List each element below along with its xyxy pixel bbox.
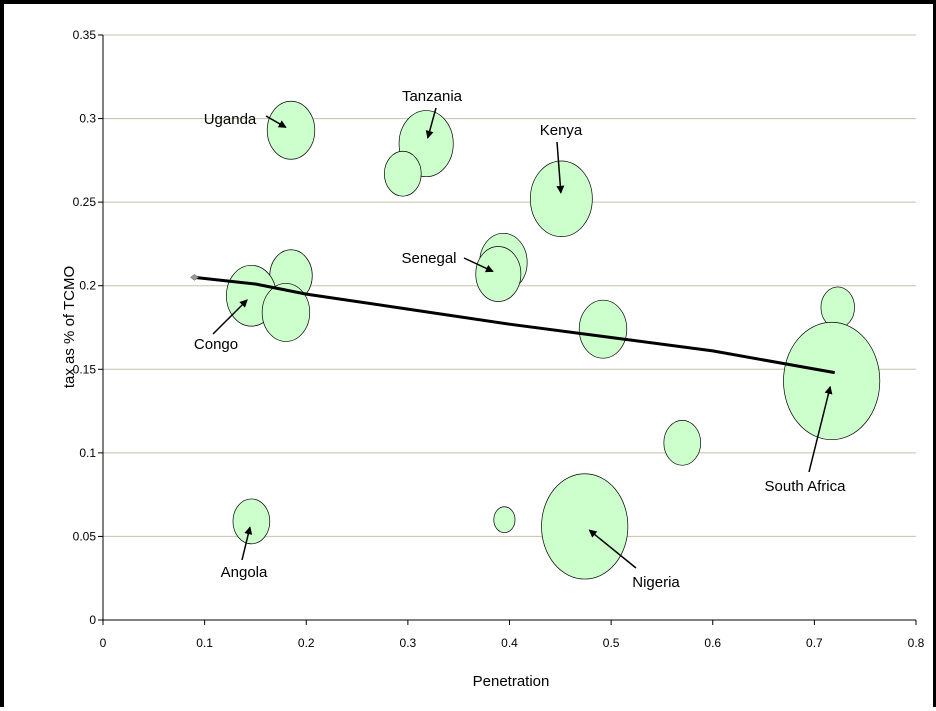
bubble-point [578, 299, 628, 359]
trendline-group [190, 274, 835, 375]
annotation-label: Senegal [401, 250, 456, 267]
y-tick-label: 0.35 [73, 28, 97, 42]
bubble-point [493, 506, 516, 534]
bubbles [226, 100, 881, 580]
x-axis-title: Penetration [473, 673, 550, 690]
annotation-arrow [588, 529, 637, 569]
y-tick-label: 0.25 [73, 195, 97, 209]
x-tick-label: 0.8 [908, 636, 925, 650]
trendline-start-marker [190, 274, 199, 281]
annotation-label: Nigeria [632, 574, 680, 591]
bubble-point [820, 286, 855, 329]
x-tick-label: 0.1 [196, 636, 213, 650]
bubble-point [783, 321, 881, 441]
trendline [194, 275, 835, 375]
x-tick-label: 0.7 [806, 636, 823, 650]
y-axis-title: tax as % of TCMO [61, 266, 78, 388]
x-tick-label: 0.4 [501, 636, 518, 650]
y-tick-label: 0.3 [79, 112, 96, 126]
annotation-arrow [425, 107, 437, 139]
annotation-label: Kenya [540, 122, 583, 139]
y-tick-label: 0 [89, 613, 96, 627]
annotation-arrow [556, 141, 565, 194]
annotation-arrow [463, 257, 494, 273]
axes: 0 0.05 0.1 0.15 0.2 0.25 0.3 0.35 0 0.1 0.2 0.3 0.4 0… [73, 28, 925, 650]
annotation-arrow [212, 299, 248, 335]
bubble-point [266, 100, 316, 160]
x-tick-label: 0 [100, 636, 107, 650]
annotation-label: Uganda [204, 111, 257, 128]
x-tick-label: 0.6 [704, 636, 721, 650]
y-tick-label: 0.05 [73, 529, 97, 543]
x-tick-label: 0.5 [603, 636, 620, 650]
y-tick-label: 0.2 [79, 279, 96, 293]
annotation-label: Tanzania [402, 88, 463, 105]
bubble-point [261, 283, 311, 342]
bubble-point [663, 420, 702, 466]
bubble-point [529, 160, 593, 237]
annotation-arrow [265, 115, 287, 128]
bubble-point [384, 150, 422, 197]
annotation-arrow [241, 526, 253, 561]
annotation-label: Congo [194, 336, 238, 353]
bubble-point [475, 246, 522, 302]
y-tick-label: 0.15 [73, 362, 97, 376]
annotations: Uganda Tanzania Kenya Senegal Congo South Afr… [194, 88, 846, 591]
bubble-chart: 0 0.05 0.1 0.15 0.2 0.25 0.3 0.35 0 0.1 0.2 0.3 0.4 0… [61, 28, 925, 690]
annotation-label: Angola [221, 564, 268, 581]
y-tick-label: 0.1 [79, 446, 96, 460]
x-tick-label: 0.3 [400, 636, 417, 650]
bubble-point [541, 473, 629, 580]
annotation-arrow [808, 385, 833, 473]
annotation-label: South Africa [765, 478, 847, 495]
x-tick-label: 0.2 [298, 636, 315, 650]
bubble-point [232, 498, 271, 545]
